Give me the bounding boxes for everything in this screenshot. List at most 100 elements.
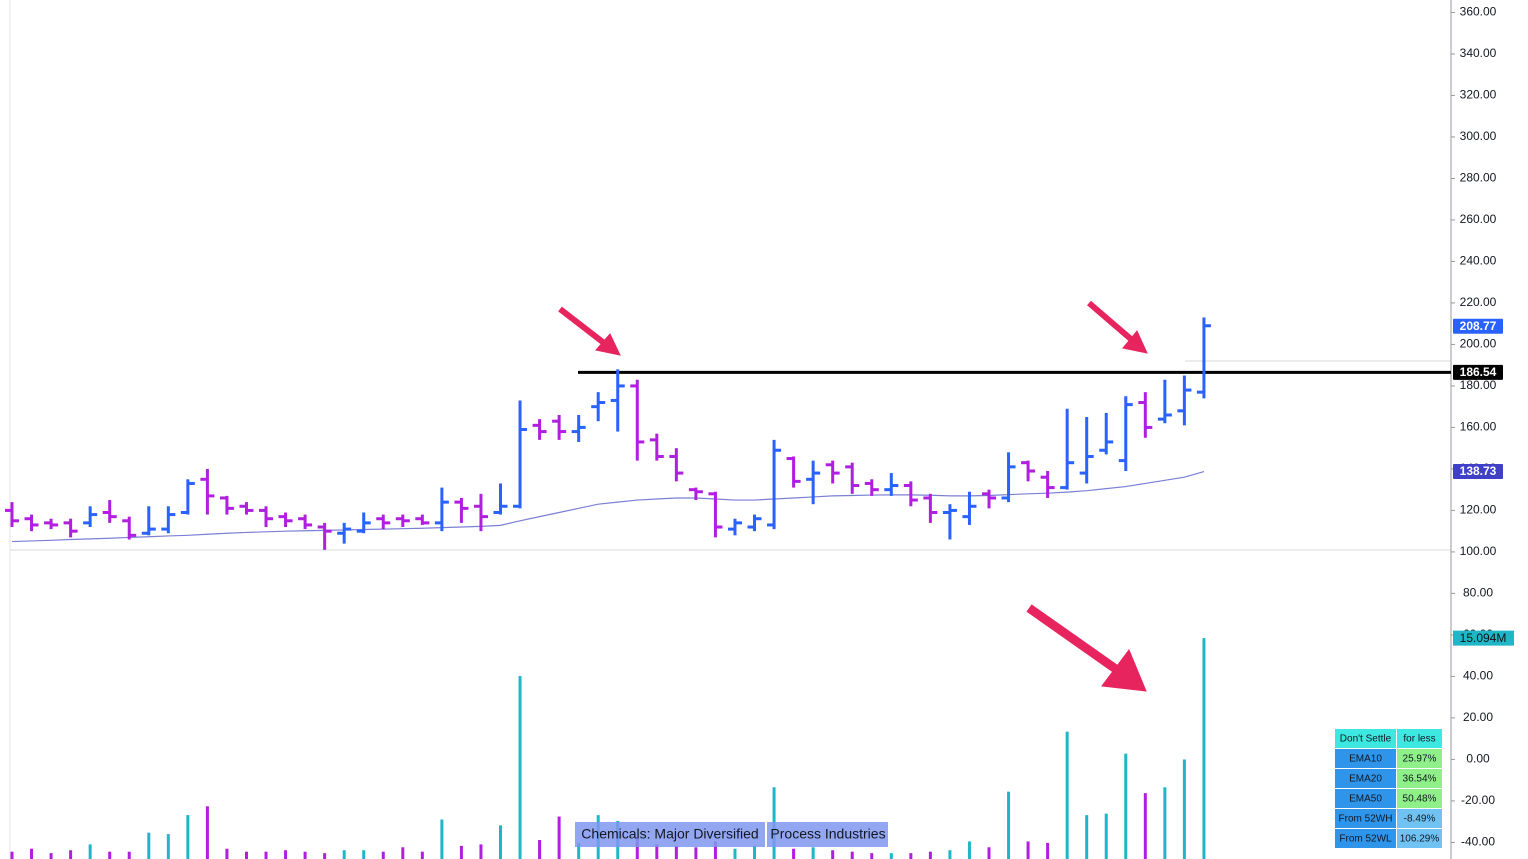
table-cell-text: From 52WL (1339, 834, 1392, 845)
volume-bar (1143, 793, 1147, 859)
arrow-head (1101, 648, 1147, 692)
volume-bar (928, 851, 932, 859)
y-tick-label: -40.00 (1461, 835, 1495, 849)
volume-bar (303, 851, 307, 859)
volume-bar (69, 850, 73, 859)
table-cell (1335, 749, 1396, 768)
arrow-shaft (558, 306, 606, 346)
volume-bar (264, 851, 268, 859)
table-cell (1397, 829, 1442, 848)
volume-bar (420, 851, 424, 859)
volume-bar (88, 844, 92, 859)
table-cell-text: -8.49% (1404, 814, 1436, 825)
volume-bar (205, 806, 209, 859)
volume-bar (733, 848, 737, 859)
volume-bar (909, 853, 913, 859)
volume-bar (948, 850, 952, 859)
volume-bar (577, 842, 581, 859)
table-cell-text: EMA10 (1349, 754, 1382, 765)
volume-bar (499, 825, 502, 859)
volume-bar (1124, 753, 1128, 859)
volume-bar (987, 847, 991, 859)
arrow-head (1122, 330, 1148, 354)
y-tick-label: 0.00 (1466, 752, 1490, 766)
table-cell (1397, 789, 1442, 808)
volume-bar (1065, 731, 1069, 859)
price-label-box (1453, 364, 1503, 380)
tag-text: Chemicals: Major Diversified (581, 826, 758, 842)
y-tick-label: 180.00 (1460, 378, 1497, 392)
volume-bar (655, 844, 659, 859)
volume-bar (381, 851, 385, 859)
table-cell (1397, 729, 1442, 748)
arrows (558, 300, 1148, 692)
volume-label: 15.094M (1460, 631, 1507, 645)
stats-table: Don't Settle for less EMA10 25.97% EMA20 36.5… (1335, 729, 1442, 848)
table-cell-text: 50.48% (1403, 794, 1437, 805)
sector-tags: Chemicals: Major Diversified Process Ind… (575, 822, 888, 847)
volume-bar (1046, 842, 1050, 859)
volume-bar (792, 848, 796, 859)
table-cell-text: EMA50 (1349, 794, 1382, 805)
table-cell (1335, 729, 1396, 748)
volume-bar (362, 850, 366, 859)
arrow-shaft (1087, 300, 1134, 343)
y-tick-label: -20.00 (1461, 793, 1495, 807)
table-cell-text: EMA20 (1349, 774, 1382, 785)
volume-bar (1026, 841, 1030, 859)
y-tick-label: 320.00 (1460, 88, 1497, 102)
volume-bar (713, 841, 717, 859)
volume-bar (870, 853, 874, 859)
y-tick-label: 80.00 (1463, 586, 1493, 600)
table-cell-text: 36.54% (1403, 774, 1437, 785)
volume-bar (694, 847, 698, 859)
marks (5, 317, 1451, 859)
volume-bar (1104, 813, 1108, 859)
table-cell (1335, 809, 1396, 828)
volume-bar (323, 853, 327, 859)
volume-bar (967, 841, 971, 859)
volume-bar (635, 837, 639, 859)
volume-bar (1182, 759, 1186, 859)
tag-box (575, 822, 765, 847)
volume-bar (811, 847, 815, 859)
volume-bar (440, 819, 444, 859)
arrow-shaft (1026, 604, 1123, 676)
table-cell-text: From 52WH (1339, 814, 1393, 825)
table-cell (1335, 789, 1396, 808)
y-tick-label: 300.00 (1460, 129, 1497, 143)
volume-label-box (1453, 630, 1514, 646)
tag-text: Process Industries (770, 826, 885, 842)
table-cell-text: for less (1403, 734, 1435, 745)
arrow-head (595, 333, 621, 356)
volume-bar (401, 847, 405, 859)
y-tick-label: 280.00 (1460, 171, 1497, 185)
table-cell (1397, 769, 1442, 788)
price-label: 186.54 (1460, 365, 1497, 379)
volume-bar (1163, 787, 1167, 859)
volume-bar (108, 851, 112, 859)
volume-bar (889, 853, 893, 859)
y-tick-label: 160.00 (1460, 420, 1497, 434)
y-tick-label: 260.00 (1460, 212, 1497, 226)
y-tick-label: 340.00 (1460, 46, 1497, 60)
y-tick-label: 100.00 (1460, 544, 1497, 558)
price-label-box (1453, 318, 1503, 334)
price-label-box (1453, 464, 1503, 480)
volume-bar (557, 816, 561, 859)
volume-bar (147, 832, 151, 859)
y-tick-label: 220.00 (1460, 295, 1497, 309)
price-label: 208.77 (1460, 319, 1497, 333)
table-cell (1397, 749, 1442, 768)
volume-bar (127, 851, 131, 859)
y-tick-label: 20.00 (1463, 710, 1493, 724)
volume-bar (186, 815, 190, 859)
volume-bar (753, 845, 757, 859)
table-cell (1397, 809, 1442, 828)
y-tick-label: 240.00 (1460, 254, 1497, 268)
y-tick-label: 200.00 (1460, 337, 1497, 351)
price-label: 138.73 (1460, 464, 1497, 478)
volume-bar (225, 848, 229, 859)
